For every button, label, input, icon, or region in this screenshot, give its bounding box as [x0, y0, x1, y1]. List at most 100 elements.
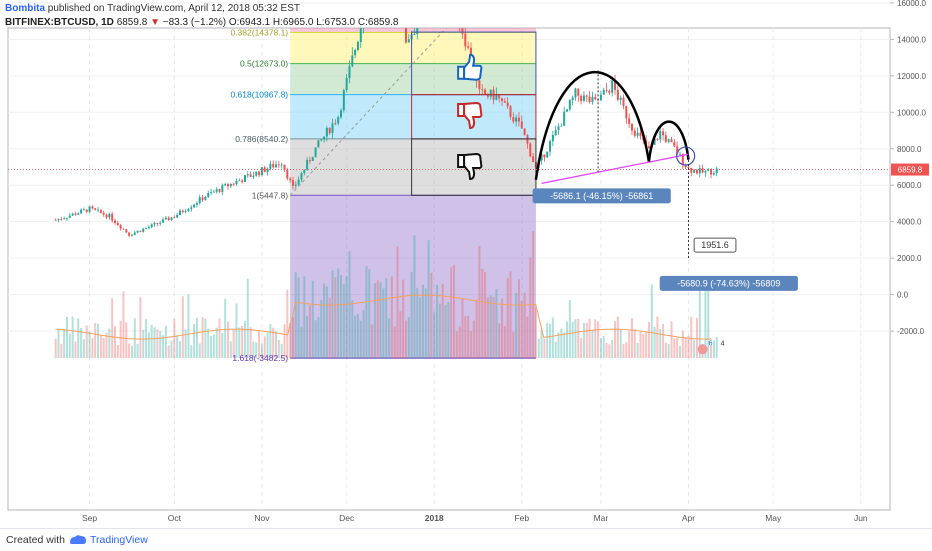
volume-bar — [348, 251, 351, 359]
volume-bar — [557, 332, 560, 359]
tradingview-logo-icon[interactable] — [68, 533, 88, 547]
candle-body — [145, 228, 148, 229]
candle-body — [263, 167, 266, 172]
label-text: -5686.1 (-46.15%) -56861 — [550, 191, 653, 201]
fib-level-label: 0.786(8540.2) — [235, 134, 288, 144]
annotations[interactable]: -5686.1 (-46.15%) -56861 -5680.9 (-74.63%… — [457, 53, 929, 355]
fibonacci-retracement[interactable] — [289, 0, 536, 359]
candle-body — [659, 131, 662, 140]
price-chart[interactable]: 0(19898.1)0.236(16487.9)0.382(14378.1)0.… — [0, 0, 932, 528]
volume-bar — [560, 328, 563, 359]
candle-body — [238, 180, 241, 182]
candle-body — [495, 94, 498, 100]
x-tick-label: Mar — [594, 513, 609, 523]
candle-body — [557, 126, 560, 130]
volume-bar — [241, 325, 244, 359]
candle-body — [416, 28, 419, 35]
volume-bar — [125, 322, 128, 359]
candle-body — [707, 169, 710, 171]
volume-bar — [272, 327, 275, 359]
volume-bar — [532, 231, 535, 359]
author-link[interactable]: Bombita — [5, 3, 45, 14]
volume-bar — [193, 324, 196, 359]
volume-bar — [170, 340, 173, 359]
volume-bar — [105, 332, 108, 359]
volume-bar — [599, 337, 602, 359]
candle-body — [365, 10, 367, 20]
candle-body — [633, 130, 636, 136]
volume-ma-line — [55, 294, 712, 340]
candle-body — [402, 5, 404, 13]
volume-bar — [362, 310, 365, 359]
candle-body — [252, 175, 255, 177]
thumb-hand — [463, 152, 483, 180]
candle-body — [94, 208, 97, 210]
volume-bar — [495, 289, 498, 359]
volume-bar — [328, 297, 331, 359]
candle-body — [60, 218, 63, 220]
y-axis[interactable]: 22000.020000.018000.016000.014000.012000… — [890, 0, 926, 336]
fib-level-label: 0.5(12673.0) — [240, 59, 288, 69]
symbol-line: BITFINEX:BTCUSD, 1D 6859.8 ▼ −83.3 (−1.2… — [5, 17, 398, 28]
candle-body — [269, 163, 272, 169]
candle-body — [428, 7, 430, 10]
drawings[interactable] — [8, 31, 890, 259]
volume-bar — [114, 326, 116, 359]
candle-body — [280, 164, 283, 166]
candle-body — [509, 106, 512, 118]
price-label-box: 1951.6 — [693, 237, 737, 253]
candle-body — [464, 33, 467, 47]
candle-body — [611, 80, 614, 93]
candle-body — [243, 175, 246, 182]
volume-bar — [128, 343, 131, 359]
candle-body — [57, 218, 60, 220]
volume-bar — [116, 344, 119, 359]
dark-zone-box — [411, 138, 537, 196]
candle-body — [170, 217, 173, 221]
shoulder-curve — [647, 120, 690, 162]
candle-body — [419, 14, 421, 26]
volume-bar — [198, 343, 201, 359]
volume-bar — [597, 321, 600, 359]
candle-body — [605, 89, 608, 91]
volume-bar — [317, 317, 320, 359]
candle-body — [164, 217, 167, 220]
y-tick-label: 8000.0 — [897, 145, 922, 154]
y-tick-label: 6000.0 — [897, 181, 922, 190]
volume-bar — [498, 323, 501, 359]
volume-bar — [57, 328, 60, 359]
candle-body — [481, 89, 484, 90]
volume-bar — [628, 331, 631, 359]
candle-body — [125, 229, 128, 233]
volume-bar — [566, 321, 568, 359]
tradingview-brand-link[interactable]: TradingView — [90, 534, 148, 546]
candle-body — [503, 100, 506, 103]
y-tick-label: 10000.0 — [897, 108, 926, 117]
x-axis[interactable]: Sep Oct Nov Dec 2018 Feb Mar Apr May Jun — [82, 513, 868, 523]
candle-body — [156, 222, 159, 224]
candle-body — [580, 95, 583, 101]
volume-bar — [337, 268, 340, 359]
volume-bar — [308, 305, 311, 359]
volume-bar — [351, 300, 354, 359]
candle-body — [320, 139, 323, 141]
candle-body — [695, 169, 698, 174]
candle-body — [260, 167, 263, 176]
volume-bar — [619, 329, 622, 359]
volume-bar — [252, 341, 255, 359]
candle-body — [235, 180, 238, 185]
candle-body — [582, 95, 585, 101]
volume-bar — [667, 344, 670, 359]
fib-zone — [290, 138, 536, 196]
candle-body — [630, 123, 633, 131]
volume-bar — [162, 335, 165, 359]
candle-body — [210, 192, 213, 194]
volume-bar — [503, 325, 506, 359]
candle-body — [255, 171, 258, 176]
volume-bar — [390, 276, 393, 359]
volume-bar — [464, 316, 467, 359]
candle-body — [212, 191, 215, 193]
volume-bar — [266, 332, 269, 359]
volume-bar — [280, 344, 283, 359]
candle-body — [532, 156, 535, 163]
